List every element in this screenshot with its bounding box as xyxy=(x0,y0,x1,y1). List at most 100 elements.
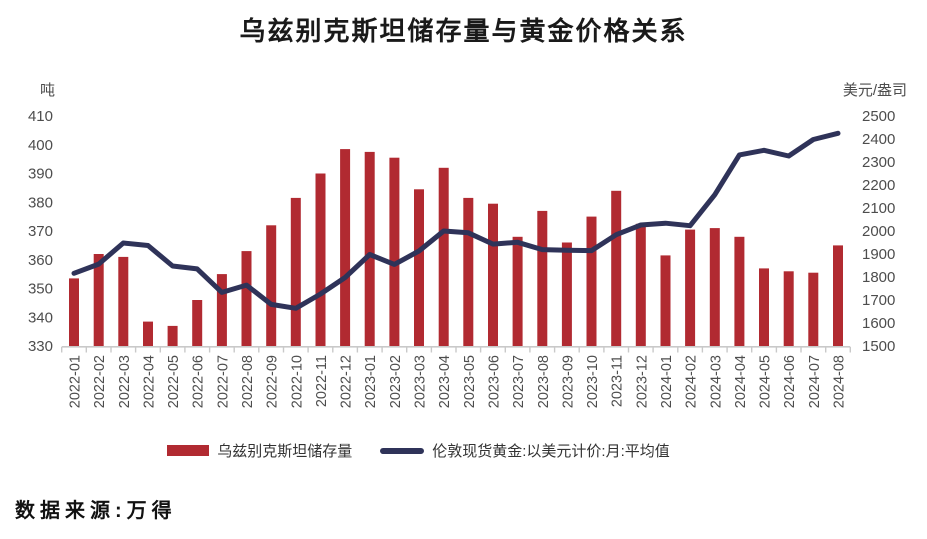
x-category-label: 2022-03 xyxy=(117,355,133,408)
gold-line-swatch xyxy=(380,447,425,454)
data-source-note: 数据来源:万得 xyxy=(15,500,177,522)
x-category-label: 2022-12 xyxy=(339,355,355,408)
x-category-label: 2023-11 xyxy=(610,355,626,407)
right-tick-label: 2000 xyxy=(862,223,895,240)
bar xyxy=(512,236,523,347)
bar xyxy=(241,251,252,346)
reserves-bar-swatch xyxy=(167,445,210,456)
left-tick-label: 380 xyxy=(28,194,53,211)
x-category-label: 2024-01 xyxy=(659,355,675,408)
left-axis-tick-labels: 410 400 390 380 370 360 350 340 330 xyxy=(28,108,53,355)
left-tick-label: 350 xyxy=(28,281,53,298)
bar xyxy=(340,149,351,346)
gold-price-line xyxy=(71,130,841,311)
right-tick-label: 1500 xyxy=(862,338,895,355)
x-category-label: 2023-07 xyxy=(511,355,527,408)
left-tick-label: 360 xyxy=(28,252,53,269)
bar xyxy=(463,197,474,346)
left-tick-label: 370 xyxy=(28,223,53,240)
x-category-label: 2023-03 xyxy=(413,355,429,408)
bar xyxy=(364,151,375,346)
legend-item-gold-price: 伦敦现货黄金:以美元计价:月:平均值 xyxy=(380,440,670,461)
bar xyxy=(93,254,104,346)
right-tick-label: 1600 xyxy=(862,315,895,332)
bar xyxy=(69,278,79,346)
bar xyxy=(561,242,572,346)
right-tick-label: 2100 xyxy=(862,200,895,217)
right-tick-label: 2300 xyxy=(862,154,895,171)
left-tick-label: 400 xyxy=(28,137,53,154)
reserves-legend-label: 乌兹别克斯坦储存量 xyxy=(217,443,353,460)
reserves-bars xyxy=(69,149,843,347)
bar xyxy=(290,197,301,346)
x-category-label: 2023-01 xyxy=(363,355,379,408)
right-tick-label: 1800 xyxy=(862,269,895,286)
x-category-label: 2024-05 xyxy=(758,355,774,408)
x-axis xyxy=(61,345,851,353)
bar xyxy=(808,272,819,346)
legend-item-reserves: 乌兹别克斯坦储存量 xyxy=(167,440,352,461)
bar xyxy=(709,228,720,346)
bar xyxy=(660,255,671,346)
bar xyxy=(414,189,424,346)
left-tick-label: 390 xyxy=(28,166,53,183)
bar xyxy=(488,203,498,346)
x-category-label: 2022-01 xyxy=(68,355,84,408)
right-tick-label: 2200 xyxy=(862,177,895,194)
gold-legend-label: 伦敦现货黄金:以美元计价:月:平均值 xyxy=(432,443,670,460)
right-axis-unit: 美元/盎司 xyxy=(842,82,907,99)
x-category-label: 2024-03 xyxy=(708,355,724,408)
bar xyxy=(192,300,203,346)
bar xyxy=(143,321,153,346)
x-axis-category-labels: 2022-01 2022-02 2022-03 2022-04 2022-05 2022-… xyxy=(68,355,848,408)
bar xyxy=(118,256,129,346)
bar xyxy=(833,245,843,346)
x-category-label: 2024-02 xyxy=(684,355,700,408)
right-tick-label: 2400 xyxy=(862,131,895,148)
bar xyxy=(586,216,597,346)
x-category-label: 2022-05 xyxy=(166,355,182,408)
bar xyxy=(315,173,326,346)
chart-legend: 乌兹别克斯坦储存量 伦敦现货黄金:以美元计价:月:平均值 xyxy=(0,440,882,461)
left-tick-label: 340 xyxy=(28,309,53,326)
x-category-label: 2022-04 xyxy=(142,355,158,408)
bar xyxy=(266,225,277,347)
x-category-label: 2023-05 xyxy=(462,355,478,408)
bar xyxy=(685,229,696,346)
x-category-label: 2022-09 xyxy=(265,355,281,408)
x-category-label: 2022-11 xyxy=(314,355,330,407)
x-category-label: 2024-06 xyxy=(782,355,798,408)
bar xyxy=(635,223,646,346)
bar xyxy=(438,167,449,347)
bar xyxy=(389,157,400,346)
x-category-label: 2023-09 xyxy=(560,355,576,408)
bar xyxy=(611,190,622,347)
right-tick-label: 1900 xyxy=(862,246,895,263)
right-axis-tick-labels: 2500 2400 2300 2200 2100 2000 1900 1800 1700 1600… xyxy=(862,108,895,355)
left-tick-label: 330 xyxy=(28,338,53,355)
x-category-label: 2023-10 xyxy=(585,355,601,408)
x-category-label: 2023-12 xyxy=(634,355,650,408)
x-category-label: 2023-04 xyxy=(437,355,453,408)
x-category-label: 2022-07 xyxy=(215,355,231,408)
x-category-label: 2022-10 xyxy=(289,355,305,408)
x-category-label: 2022-08 xyxy=(240,355,256,408)
left-tick-label: 410 xyxy=(28,108,53,125)
bar xyxy=(783,271,794,347)
right-tick-label: 2500 xyxy=(862,108,895,125)
bar xyxy=(759,268,769,346)
left-axis-unit: 吨 xyxy=(40,82,56,99)
bar xyxy=(537,210,548,346)
x-category-label: 2024-07 xyxy=(807,355,823,408)
x-category-label: 2023-02 xyxy=(388,355,404,408)
x-category-label: 2023-06 xyxy=(487,355,503,408)
bar xyxy=(167,325,178,346)
bar xyxy=(734,236,745,347)
right-tick-label: 1700 xyxy=(862,292,895,309)
x-category-label: 2023-08 xyxy=(536,355,552,408)
x-category-label: 2024-04 xyxy=(733,355,749,408)
x-category-label: 2022-02 xyxy=(92,355,108,408)
bar xyxy=(216,274,227,346)
